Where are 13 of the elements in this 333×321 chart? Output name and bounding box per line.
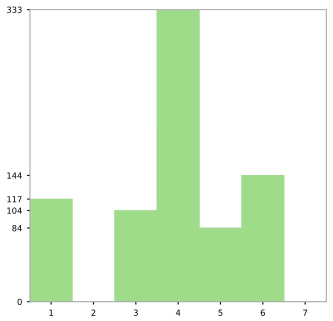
y-tick-label: 117	[7, 196, 22, 202]
x-tick-label: 6	[260, 310, 265, 316]
y-tick-label: 104	[7, 207, 22, 214]
x-tick-label: 4	[176, 310, 180, 316]
x-tick-label: 5	[218, 310, 222, 316]
x-tick-label: 1	[49, 310, 54, 316]
y-tick-label: 0	[18, 298, 22, 306]
y-tick-label: 144	[7, 172, 22, 179]
y-tick-label: 333	[7, 6, 22, 13]
x-tick-label: 3	[134, 310, 138, 316]
x-tick-label: 7	[303, 310, 308, 316]
x-tick-label: 2	[91, 310, 96, 316]
y-tick-label: 84	[12, 225, 22, 232]
